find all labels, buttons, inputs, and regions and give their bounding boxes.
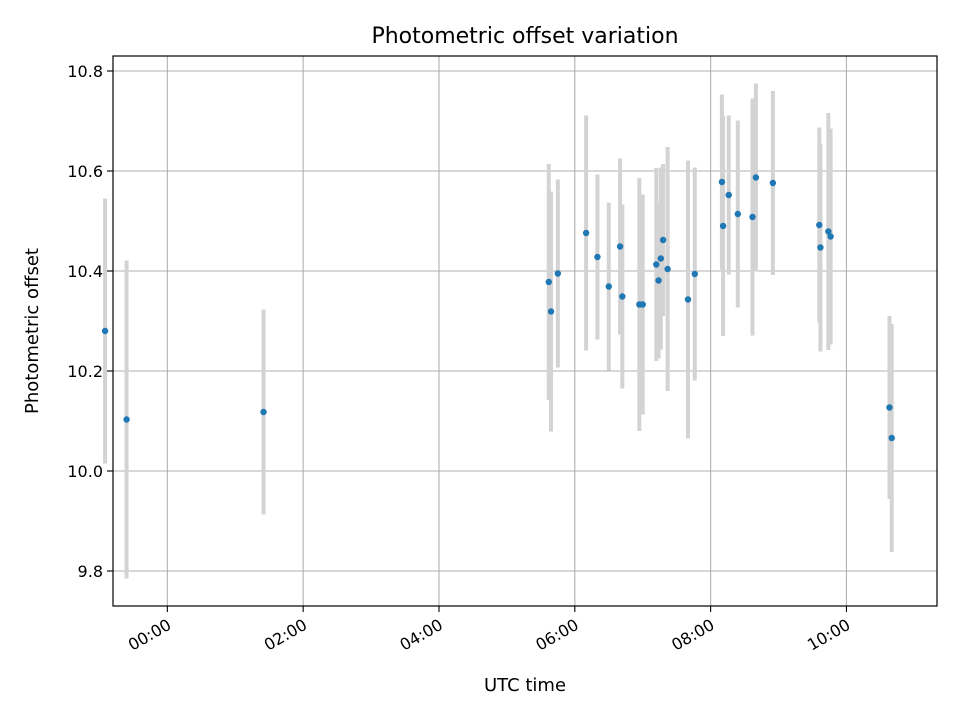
data-point [827, 233, 834, 240]
data-point [619, 293, 626, 300]
grid [113, 56, 937, 606]
data-point [659, 236, 667, 244]
data-point [594, 253, 601, 261]
data-point [718, 178, 726, 186]
data-point [260, 408, 267, 416]
data-point [752, 174, 760, 181]
data-point [734, 210, 741, 218]
data-point [554, 270, 562, 277]
data-point [605, 283, 612, 290]
data-point [749, 213, 756, 221]
y-axis-label: Photometric offset [22, 248, 43, 414]
data-point [825, 228, 832, 235]
data-point [684, 296, 692, 303]
plot-background [113, 56, 937, 606]
data-points [101, 174, 895, 442]
data-point [886, 404, 893, 411]
data-point [123, 416, 130, 423]
plot-frame [112, 55, 938, 607]
y-tick-label: 10.6 [67, 162, 103, 181]
data-point [664, 265, 671, 273]
y-tick-label: 10.4 [67, 262, 103, 281]
data-point [816, 221, 823, 229]
y-tick-label: 10.0 [67, 462, 103, 481]
data-point [616, 243, 624, 250]
y-axis-ticks: 9.8 10.0 10.2 10.4 10.6 10.8 [67, 62, 113, 581]
y-tick-label: 10.2 [67, 362, 103, 381]
x-axis-label: UTC time [484, 675, 566, 696]
data-point [653, 261, 660, 268]
chart-title: Photometric offset variation [371, 24, 678, 49]
data-point [725, 191, 732, 199]
data-point [547, 308, 555, 315]
data-point [691, 270, 698, 278]
data-point [769, 179, 777, 187]
y-tick-label: 10.8 [67, 62, 103, 81]
data-point [639, 301, 646, 308]
data-point [888, 434, 895, 442]
data-point [582, 229, 590, 237]
y-tick-label: 9.8 [78, 562, 103, 581]
data-point [817, 244, 824, 251]
data-point [545, 278, 552, 286]
data-point [655, 277, 662, 284]
data-point [719, 222, 727, 230]
data-point [101, 327, 109, 335]
data-point [657, 255, 665, 262]
